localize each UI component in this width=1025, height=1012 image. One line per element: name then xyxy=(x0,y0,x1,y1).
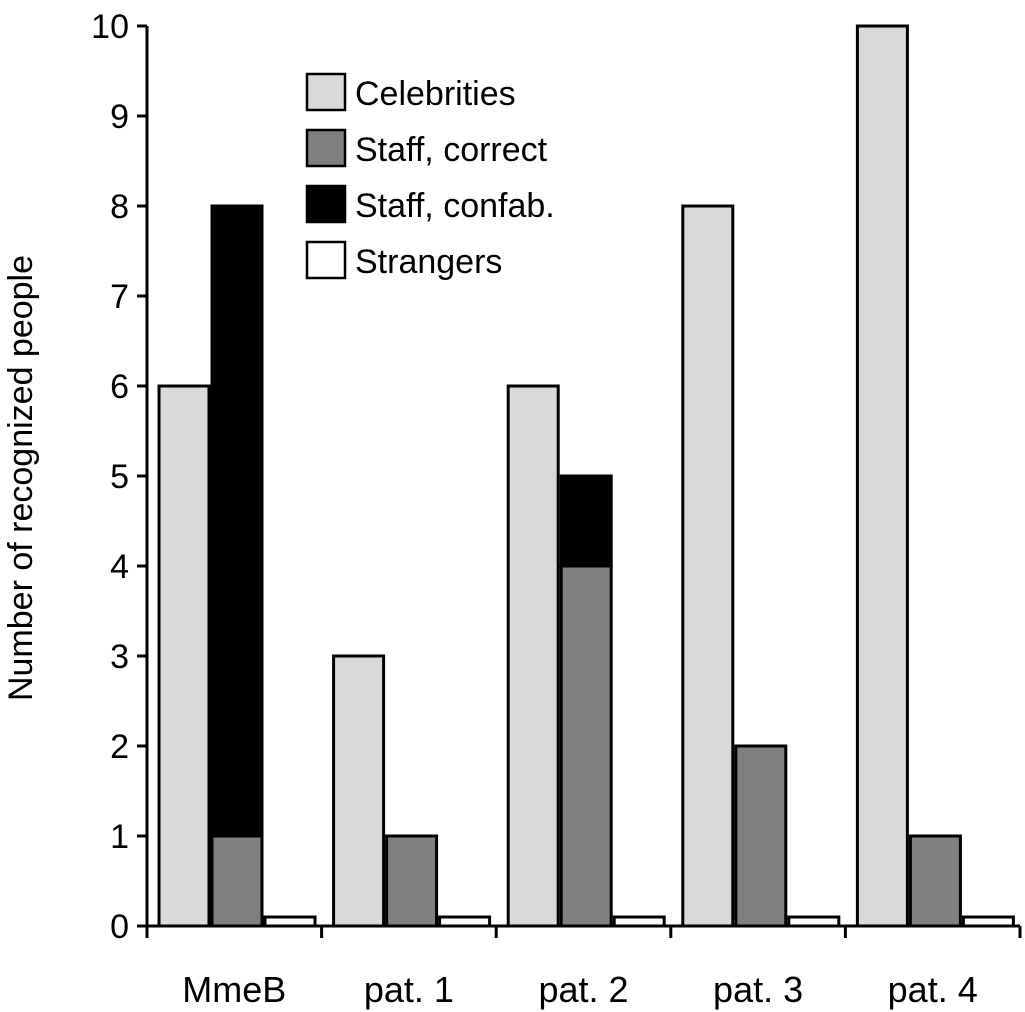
legend-label: Celebrities xyxy=(355,75,516,113)
bar-strangers-4 xyxy=(787,915,841,928)
bar-celebrities-4 xyxy=(681,204,735,928)
y-tick-label: 2 xyxy=(110,728,129,766)
y-tick-label: 0 xyxy=(110,908,129,946)
bar-celebrities-3 xyxy=(506,384,560,928)
bars xyxy=(157,24,1015,928)
y-axis-label: Number of recognized people xyxy=(2,255,40,701)
bar-staff-correct-5 xyxy=(908,834,962,928)
bar-strangers-1 xyxy=(263,915,317,928)
y-tick-label: 5 xyxy=(110,458,129,496)
x-tick-label: pat. 1 xyxy=(364,969,454,1010)
x-tick-label: pat. 3 xyxy=(713,969,803,1010)
x-tick-label: pat. 4 xyxy=(888,969,978,1010)
y-tick-label: 10 xyxy=(91,8,129,46)
bar-strangers-5 xyxy=(961,915,1015,928)
legend-label: Staff, correct xyxy=(355,131,548,169)
legend-label: Staff, confab. xyxy=(355,187,555,225)
bar-staff-correct-1 xyxy=(210,834,264,928)
y-tick-label: 7 xyxy=(110,278,129,316)
bar-celebrities-1 xyxy=(157,384,211,928)
bar-strangers-2 xyxy=(438,915,492,928)
bar-staff-correct-3 xyxy=(559,564,613,928)
legend: Celebrities Staff, correct Staff, confab. S… xyxy=(305,72,555,281)
y-tick-label: 1 xyxy=(110,818,129,856)
legend-label: Strangers xyxy=(355,243,502,281)
x-tick-label: pat. 2 xyxy=(538,969,628,1010)
legend-swatch xyxy=(305,240,347,280)
bar-celebrities-2 xyxy=(332,654,386,928)
bar-staff-correct-2 xyxy=(385,834,439,928)
x-tick-label: MmeB xyxy=(182,969,286,1010)
y-tick-label: 6 xyxy=(110,368,129,406)
y-tick-label: 4 xyxy=(110,548,129,586)
legend-swatch xyxy=(305,72,347,112)
legend-swatch xyxy=(305,184,347,224)
y-axis: 0 1 2 3 4 5 6 7 8 9 10 xyxy=(91,8,149,946)
y-tick-label: 8 xyxy=(110,188,129,226)
bar-staff-correct-4 xyxy=(734,744,788,928)
bar-staff-confab-1 xyxy=(210,204,264,838)
bar-celebrities-5 xyxy=(855,24,909,928)
y-tick-label: 3 xyxy=(110,638,129,676)
bar-staff-confab-3 xyxy=(559,474,613,568)
legend-swatch xyxy=(305,128,347,168)
bar-strangers-3 xyxy=(612,915,666,928)
y-tick-label: 9 xyxy=(110,98,129,136)
x-axis: MmeB pat. 1 pat. 2 pat. 3 pat. 4 xyxy=(145,924,1022,1010)
